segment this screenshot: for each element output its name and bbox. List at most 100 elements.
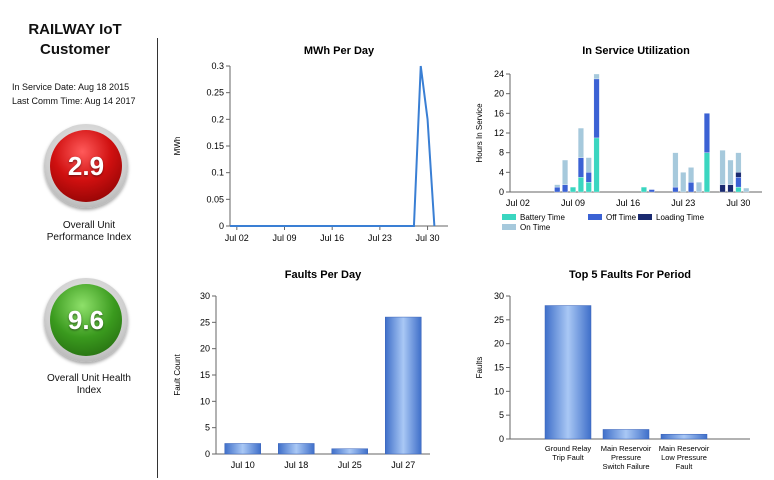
faults-xtick-label: Jul 10 bbox=[231, 460, 255, 470]
mwh-title: MWh Per Day bbox=[304, 45, 375, 57]
top5-xtick-label: Low Pressure bbox=[661, 453, 707, 462]
performance-index-label-line1: Overall Unit bbox=[62, 220, 116, 231]
util-xtick-label: Jul 23 bbox=[671, 198, 695, 208]
util-xtick-label: Jul 30 bbox=[726, 198, 750, 208]
mwh-xtick-label: Jul 09 bbox=[272, 233, 296, 243]
health-index-value: 9.6 bbox=[50, 284, 122, 356]
util-ytick-label: 4 bbox=[499, 167, 504, 177]
top5-xtick-label: Switch Failure bbox=[602, 462, 649, 471]
performance-index-gauge: 2.9 bbox=[44, 124, 128, 208]
util-legend-label: Off Time bbox=[606, 213, 637, 222]
top5-bar bbox=[544, 305, 592, 440]
util-bar-segment bbox=[577, 157, 584, 178]
mwh-ytick-label: 0.3 bbox=[211, 61, 224, 71]
top5-bar bbox=[602, 429, 650, 440]
summary-panel: RAILWAY IoT Customer In Service Date: Au… bbox=[0, 0, 158, 480]
top5-xtick-label: Trip Fault bbox=[552, 453, 584, 462]
util-bar-segment bbox=[719, 150, 726, 185]
mwh-series-line bbox=[230, 65, 436, 227]
mwh-ytick-label: 0.2 bbox=[211, 114, 224, 124]
top5-ylabel: Faults bbox=[475, 357, 484, 379]
performance-index-value: 2.9 bbox=[50, 130, 122, 202]
util-legend-label: On Time bbox=[520, 223, 551, 232]
mwh-xtick-label: Jul 30 bbox=[416, 233, 440, 243]
panel-divider bbox=[157, 38, 158, 478]
mwh-xtick-label: Jul 23 bbox=[368, 233, 392, 243]
util-bar-segment bbox=[735, 172, 742, 178]
faults-bar bbox=[278, 443, 315, 455]
util-bar-segment bbox=[593, 78, 600, 139]
util-bar-segment bbox=[672, 152, 679, 188]
util-bar-segment bbox=[585, 157, 592, 173]
util-bar-segment bbox=[570, 186, 576, 193]
faults-ytick-label: 20 bbox=[200, 344, 210, 354]
util-xtick-label: Jul 09 bbox=[561, 198, 585, 208]
util-bar-segment bbox=[703, 152, 710, 193]
mwh-chart: MWh Per Day MWh 0 0.05 0.1 0.15 0.2 0.25 0.3 Jul … bbox=[173, 45, 448, 243]
util-legend-swatch bbox=[588, 214, 602, 220]
faults-ytick-label: 25 bbox=[200, 317, 210, 327]
util-bar-segment bbox=[696, 182, 702, 193]
performance-index-label: Overall Unit Performance Index bbox=[20, 220, 158, 244]
faults-ytick-label: 10 bbox=[200, 396, 210, 406]
faults-ylabel: Fault Count bbox=[173, 354, 182, 396]
util-bar-segment bbox=[577, 177, 584, 193]
top5-xtick-label: Fault bbox=[676, 462, 694, 471]
faults-per-day-chart: Faults Per Day Fault Count 0 5 10 15 20 25 30 Jul… bbox=[173, 269, 430, 470]
faults-ytick-label: 0 bbox=[205, 449, 210, 459]
util-bar-segment bbox=[688, 167, 695, 183]
util-bar-segment bbox=[719, 184, 726, 193]
faults-bar bbox=[385, 316, 422, 455]
health-index-gauge: 9.6 bbox=[44, 278, 128, 362]
faults-ytick-label: 5 bbox=[205, 423, 210, 433]
mwh-ytick-label: 0.15 bbox=[206, 141, 224, 151]
util-bar-segment bbox=[648, 189, 655, 193]
top5-xtick-label: Main Reservoir bbox=[659, 444, 710, 453]
top5-xtick-label: Main Reservoir bbox=[601, 444, 652, 453]
mwh-ytick-label: 0.1 bbox=[211, 168, 224, 178]
util-title: In Service Utilization bbox=[582, 45, 690, 57]
util-ytick-label: 24 bbox=[494, 69, 504, 79]
util-xtick-label: Jul 02 bbox=[506, 198, 530, 208]
app-title-line1: RAILWAY IoT bbox=[28, 21, 122, 38]
util-bar-segment bbox=[554, 186, 561, 193]
faults-ytick-label: 15 bbox=[200, 370, 210, 380]
faults-xtick-label: Jul 18 bbox=[284, 460, 308, 470]
util-bar-segment bbox=[640, 186, 647, 193]
app-title-line2: Customer bbox=[39, 41, 110, 58]
utilization-chart: In Service Utilization Hours In Service 0 4… bbox=[475, 45, 762, 232]
mwh-ytick-label: 0.05 bbox=[206, 194, 224, 204]
util-bar-segment bbox=[743, 187, 750, 193]
top5-ytick-label: 15 bbox=[494, 363, 504, 373]
util-bar-segment bbox=[585, 172, 592, 183]
in-service-date: In Service Date: Aug 18 2015 bbox=[12, 82, 130, 92]
top5-ytick-label: 30 bbox=[494, 291, 504, 301]
util-bar-segment bbox=[577, 127, 584, 158]
top5-ytick-label: 25 bbox=[494, 315, 504, 325]
mwh-xtick-label: Jul 16 bbox=[320, 233, 344, 243]
top5-xtick-label: Pressure bbox=[611, 453, 641, 462]
util-legend-label: Loading Time bbox=[656, 213, 705, 222]
util-bar-segment bbox=[585, 182, 592, 193]
util-bar-segment bbox=[554, 184, 561, 188]
util-ytick-label: 16 bbox=[494, 108, 504, 118]
top5-title: Top 5 Faults For Period bbox=[569, 269, 691, 281]
mwh-ytick-label: 0 bbox=[219, 221, 224, 231]
util-bar-segment bbox=[562, 184, 569, 193]
util-bar-segment bbox=[735, 177, 742, 188]
mwh-ytick-label: 0.25 bbox=[206, 88, 224, 98]
util-bar-segment bbox=[688, 182, 695, 193]
faults-bar bbox=[331, 448, 368, 455]
faults-title: Faults Per Day bbox=[285, 269, 362, 281]
util-bar-segment bbox=[672, 186, 679, 193]
health-index-label-line1: Overall Unit Health bbox=[47, 373, 131, 384]
util-bar-segment bbox=[727, 184, 734, 193]
util-legend-swatch bbox=[502, 214, 516, 220]
util-bar-segment bbox=[735, 152, 742, 173]
top5-xtick-label: Ground Relay bbox=[545, 444, 592, 453]
top5-faults-chart: Top 5 Faults For Period Faults 0 5 10 15 20 25 3… bbox=[475, 269, 750, 471]
util-ylabel: Hours In Service bbox=[475, 103, 484, 163]
util-bar-segment bbox=[562, 159, 569, 185]
health-index-label-line2: Index bbox=[76, 385, 102, 396]
top5-ytick-label: 10 bbox=[494, 386, 504, 396]
